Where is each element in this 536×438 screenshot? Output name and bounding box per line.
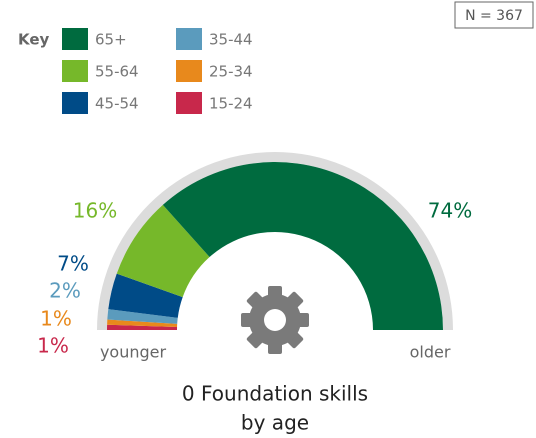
note: N = 367 [465,8,523,24]
slice [107,324,178,330]
note-box [454,1,534,29]
legend-label: 15-24 [209,95,253,113]
chart-title: 0 Foundation skills [182,382,368,406]
slice [108,273,183,318]
legend-label: 35-44 [209,31,253,49]
value-label: 1% [40,307,72,331]
legend-label: 55-64 [95,63,139,81]
legend-label: 65+ [95,31,127,49]
chart-title: by age [241,411,309,435]
legend-title: Key [18,31,50,49]
legend-swatch [176,28,202,50]
legend-swatch [62,92,88,114]
gear-icon [241,286,309,354]
value-label: 16% [73,199,117,223]
end-label: older [410,343,451,362]
slice [162,162,443,330]
legend-swatch [62,60,88,82]
legend-label: 45-54 [95,95,139,113]
legend-swatch [176,92,202,114]
start-label: younger [100,343,167,362]
value-label: 2% [49,279,81,303]
legend-swatch [62,28,88,50]
value-label: 7% [57,252,89,276]
legend-swatch [176,60,202,82]
value-label: 1% [37,334,69,358]
slice [116,204,210,298]
legend-label: 25-34 [209,63,253,81]
value-label: 74% [428,199,472,223]
slice [107,319,178,327]
slice [107,309,178,324]
